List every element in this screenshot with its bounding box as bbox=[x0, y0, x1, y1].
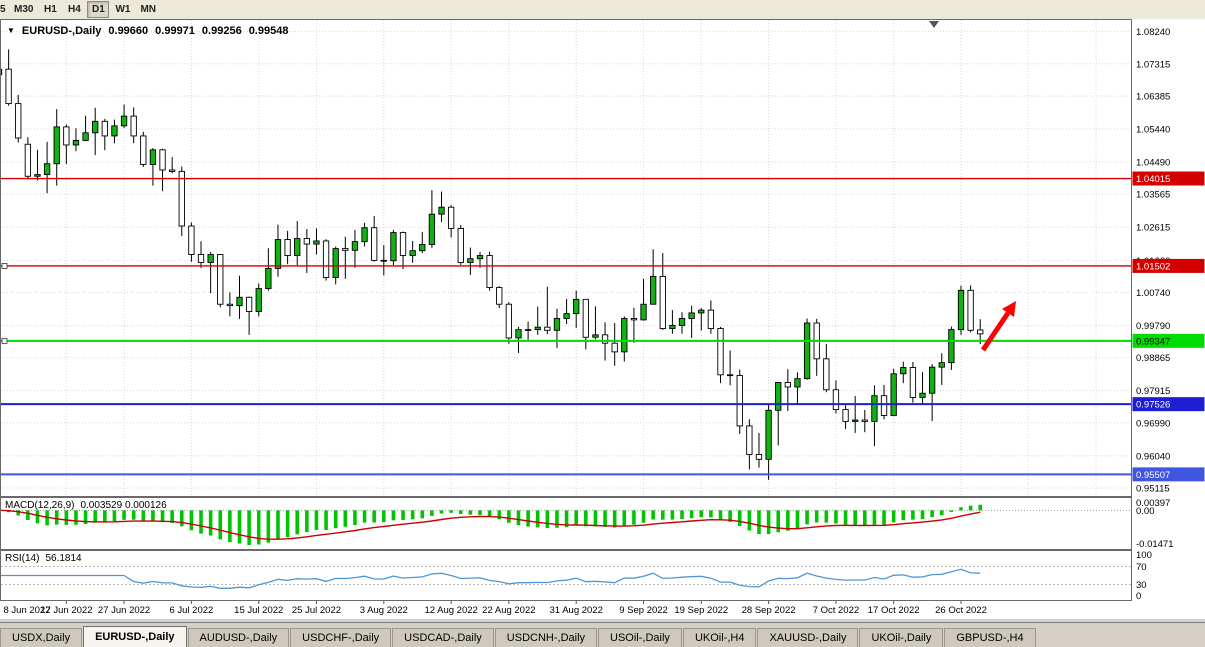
tab-xauusd-daily[interactable]: XAUUSD-,Daily bbox=[757, 628, 859, 647]
macd-histogram bbox=[0, 504, 983, 545]
svg-text:28 Sep 2022: 28 Sep 2022 bbox=[742, 605, 796, 616]
svg-text:-0.01471: -0.01471 bbox=[1136, 539, 1174, 550]
svg-text:1.05440: 1.05440 bbox=[1136, 124, 1170, 135]
svg-text:3 Aug 2022: 3 Aug 2022 bbox=[360, 605, 408, 616]
chart-symbol-label: EURUSD-,Daily bbox=[21, 25, 102, 37]
timeframe-w1-button[interactable]: W1 bbox=[111, 1, 134, 18]
svg-text:9 Sep 2022: 9 Sep 2022 bbox=[619, 605, 668, 616]
chart-grid bbox=[1, 20, 1131, 495]
svg-text:0.99790: 0.99790 bbox=[1136, 321, 1170, 332]
chart-shift-marker[interactable] bbox=[929, 21, 939, 28]
timeframe-m30-button[interactable]: M30 bbox=[10, 1, 37, 18]
tab-gbpusd-h4[interactable]: GBPUSD-,H4 bbox=[944, 628, 1036, 647]
svg-text:1.06385: 1.06385 bbox=[1136, 92, 1170, 103]
timeframe-h1-button[interactable]: H1 bbox=[39, 1, 61, 18]
price-chart[interactable]: 1.08240 1.07315 1.06385 1.05440 1.04490 1.035… bbox=[0, 19, 1205, 497]
tab-eurusd-daily[interactable]: EURUSD-,Daily bbox=[83, 626, 187, 647]
svg-text:1.04015: 1.04015 bbox=[1136, 174, 1170, 185]
svg-text:26 Oct 2022: 26 Oct 2022 bbox=[935, 605, 987, 616]
tab-usdcnh-daily[interactable]: USDCNH-,Daily bbox=[494, 628, 598, 647]
svg-text:1.00740: 1.00740 bbox=[1136, 288, 1170, 299]
svg-text:0.97915: 0.97915 bbox=[1136, 386, 1170, 397]
macd-signal-line bbox=[0, 509, 981, 540]
svg-text:15 Jul 2022: 15 Jul 2022 bbox=[234, 605, 283, 616]
svg-text:22 Aug 2022: 22 Aug 2022 bbox=[482, 605, 535, 616]
svg-text:70: 70 bbox=[1136, 562, 1147, 573]
macd-name: MACD(12,26,9) bbox=[5, 500, 75, 511]
timeframe-h4-button[interactable]: H4 bbox=[63, 1, 85, 18]
svg-text:100: 100 bbox=[1136, 550, 1152, 561]
trend-arrow[interactable] bbox=[980, 301, 1016, 352]
ohlc-open: 0.99660 bbox=[108, 25, 149, 37]
rsi-label: RSI(14) 56.1814 bbox=[5, 553, 82, 564]
price-axis: 1.08240 1.07315 1.06385 1.05440 1.04490 1.035… bbox=[1132, 27, 1205, 495]
svg-text:27 Jun 2022: 27 Jun 2022 bbox=[98, 605, 150, 616]
tab-usdcad-daily[interactable]: USDCAD-,Daily bbox=[392, 628, 494, 647]
svg-text:17 Oct 2022: 17 Oct 2022 bbox=[868, 605, 920, 616]
svg-text:0.98865: 0.98865 bbox=[1136, 353, 1170, 364]
symbol-dropdown-icon[interactable]: ▼ bbox=[7, 26, 15, 35]
svg-text:25 Jul 2022: 25 Jul 2022 bbox=[292, 605, 341, 616]
svg-text:12 Aug 2022: 12 Aug 2022 bbox=[424, 605, 477, 616]
svg-text:1.03565: 1.03565 bbox=[1136, 190, 1170, 201]
svg-text:17 Jun 2022: 17 Jun 2022 bbox=[40, 605, 92, 616]
tab-ukoil-h4[interactable]: UKOil-,H4 bbox=[682, 628, 757, 647]
svg-text:1.02615: 1.02615 bbox=[1136, 223, 1170, 234]
svg-text:0.95507: 0.95507 bbox=[1136, 470, 1170, 481]
svg-text:8 Jun 2022: 8 Jun 2022 bbox=[3, 605, 50, 616]
svg-text:0.97526: 0.97526 bbox=[1136, 400, 1170, 411]
svg-text:1.04490: 1.04490 bbox=[1136, 158, 1170, 169]
tab-usoil-daily[interactable]: USOil-,Daily bbox=[598, 628, 682, 647]
chart-tab-bar: USDX,Daily EURUSD-,Daily AUDUSD-,Daily U… bbox=[0, 622, 1205, 647]
rsi-value: 56.1814 bbox=[45, 553, 82, 564]
macd-label: MACD(12,26,9) 0.003529 0.000126 bbox=[5, 500, 167, 511]
svg-text:19 Sep 2022: 19 Sep 2022 bbox=[674, 605, 728, 616]
timeframe-toolbar: 5 M30 H1 H4 D1 W1 MN bbox=[0, 0, 1205, 20]
ohlc-close: 0.99548 bbox=[248, 25, 289, 37]
tab-usdx-daily[interactable]: USDX,Daily bbox=[0, 628, 83, 647]
svg-text:0.96990: 0.96990 bbox=[1136, 418, 1170, 429]
macd-values: 0.003529 0.000126 bbox=[80, 500, 167, 511]
svg-text:0: 0 bbox=[1136, 591, 1141, 601]
chart-title: ▼ EURUSD-,Daily 0.99660 0.99971 0.99256 … bbox=[7, 25, 288, 37]
svg-text:31 Aug 2022: 31 Aug 2022 bbox=[550, 605, 603, 616]
svg-text:7 Oct 2022: 7 Oct 2022 bbox=[813, 605, 859, 616]
tab-audusd-daily[interactable]: AUDUSD-,Daily bbox=[187, 628, 290, 647]
tab-ukoil-daily[interactable]: UKOil-,Daily bbox=[859, 628, 944, 647]
rsi-line bbox=[0, 568, 981, 589]
svg-text:6 Jul 2022: 6 Jul 2022 bbox=[169, 605, 213, 616]
ohlc-high: 0.99971 bbox=[155, 25, 195, 37]
timeframe-d1-button[interactable]: D1 bbox=[87, 1, 110, 18]
svg-text:0.00: 0.00 bbox=[1136, 506, 1155, 517]
horizontal-level-lines[interactable] bbox=[1, 177, 1131, 476]
svg-text:0.95115: 0.95115 bbox=[1136, 484, 1170, 495]
tab-usdchf-daily[interactable]: USDCHF-,Daily bbox=[290, 628, 392, 647]
ohlc-low: 0.99256 bbox=[201, 25, 242, 37]
svg-text:1.01502: 1.01502 bbox=[1136, 261, 1170, 272]
rsi-name: RSI(14) bbox=[5, 553, 40, 564]
svg-text:1.08240: 1.08240 bbox=[1136, 27, 1170, 38]
svg-text:0.99347: 0.99347 bbox=[1136, 336, 1170, 347]
svg-text:1.07315: 1.07315 bbox=[1136, 59, 1170, 70]
svg-text:0.96040: 0.96040 bbox=[1136, 451, 1170, 462]
timeframe-m5-button[interactable]: 5 bbox=[0, 1, 8, 18]
svg-text:30: 30 bbox=[1136, 580, 1147, 591]
svg-text:0.00397: 0.00397 bbox=[1136, 498, 1170, 509]
timeframe-mn-button[interactable]: MN bbox=[136, 1, 160, 18]
candlesticks[interactable] bbox=[0, 49, 984, 480]
